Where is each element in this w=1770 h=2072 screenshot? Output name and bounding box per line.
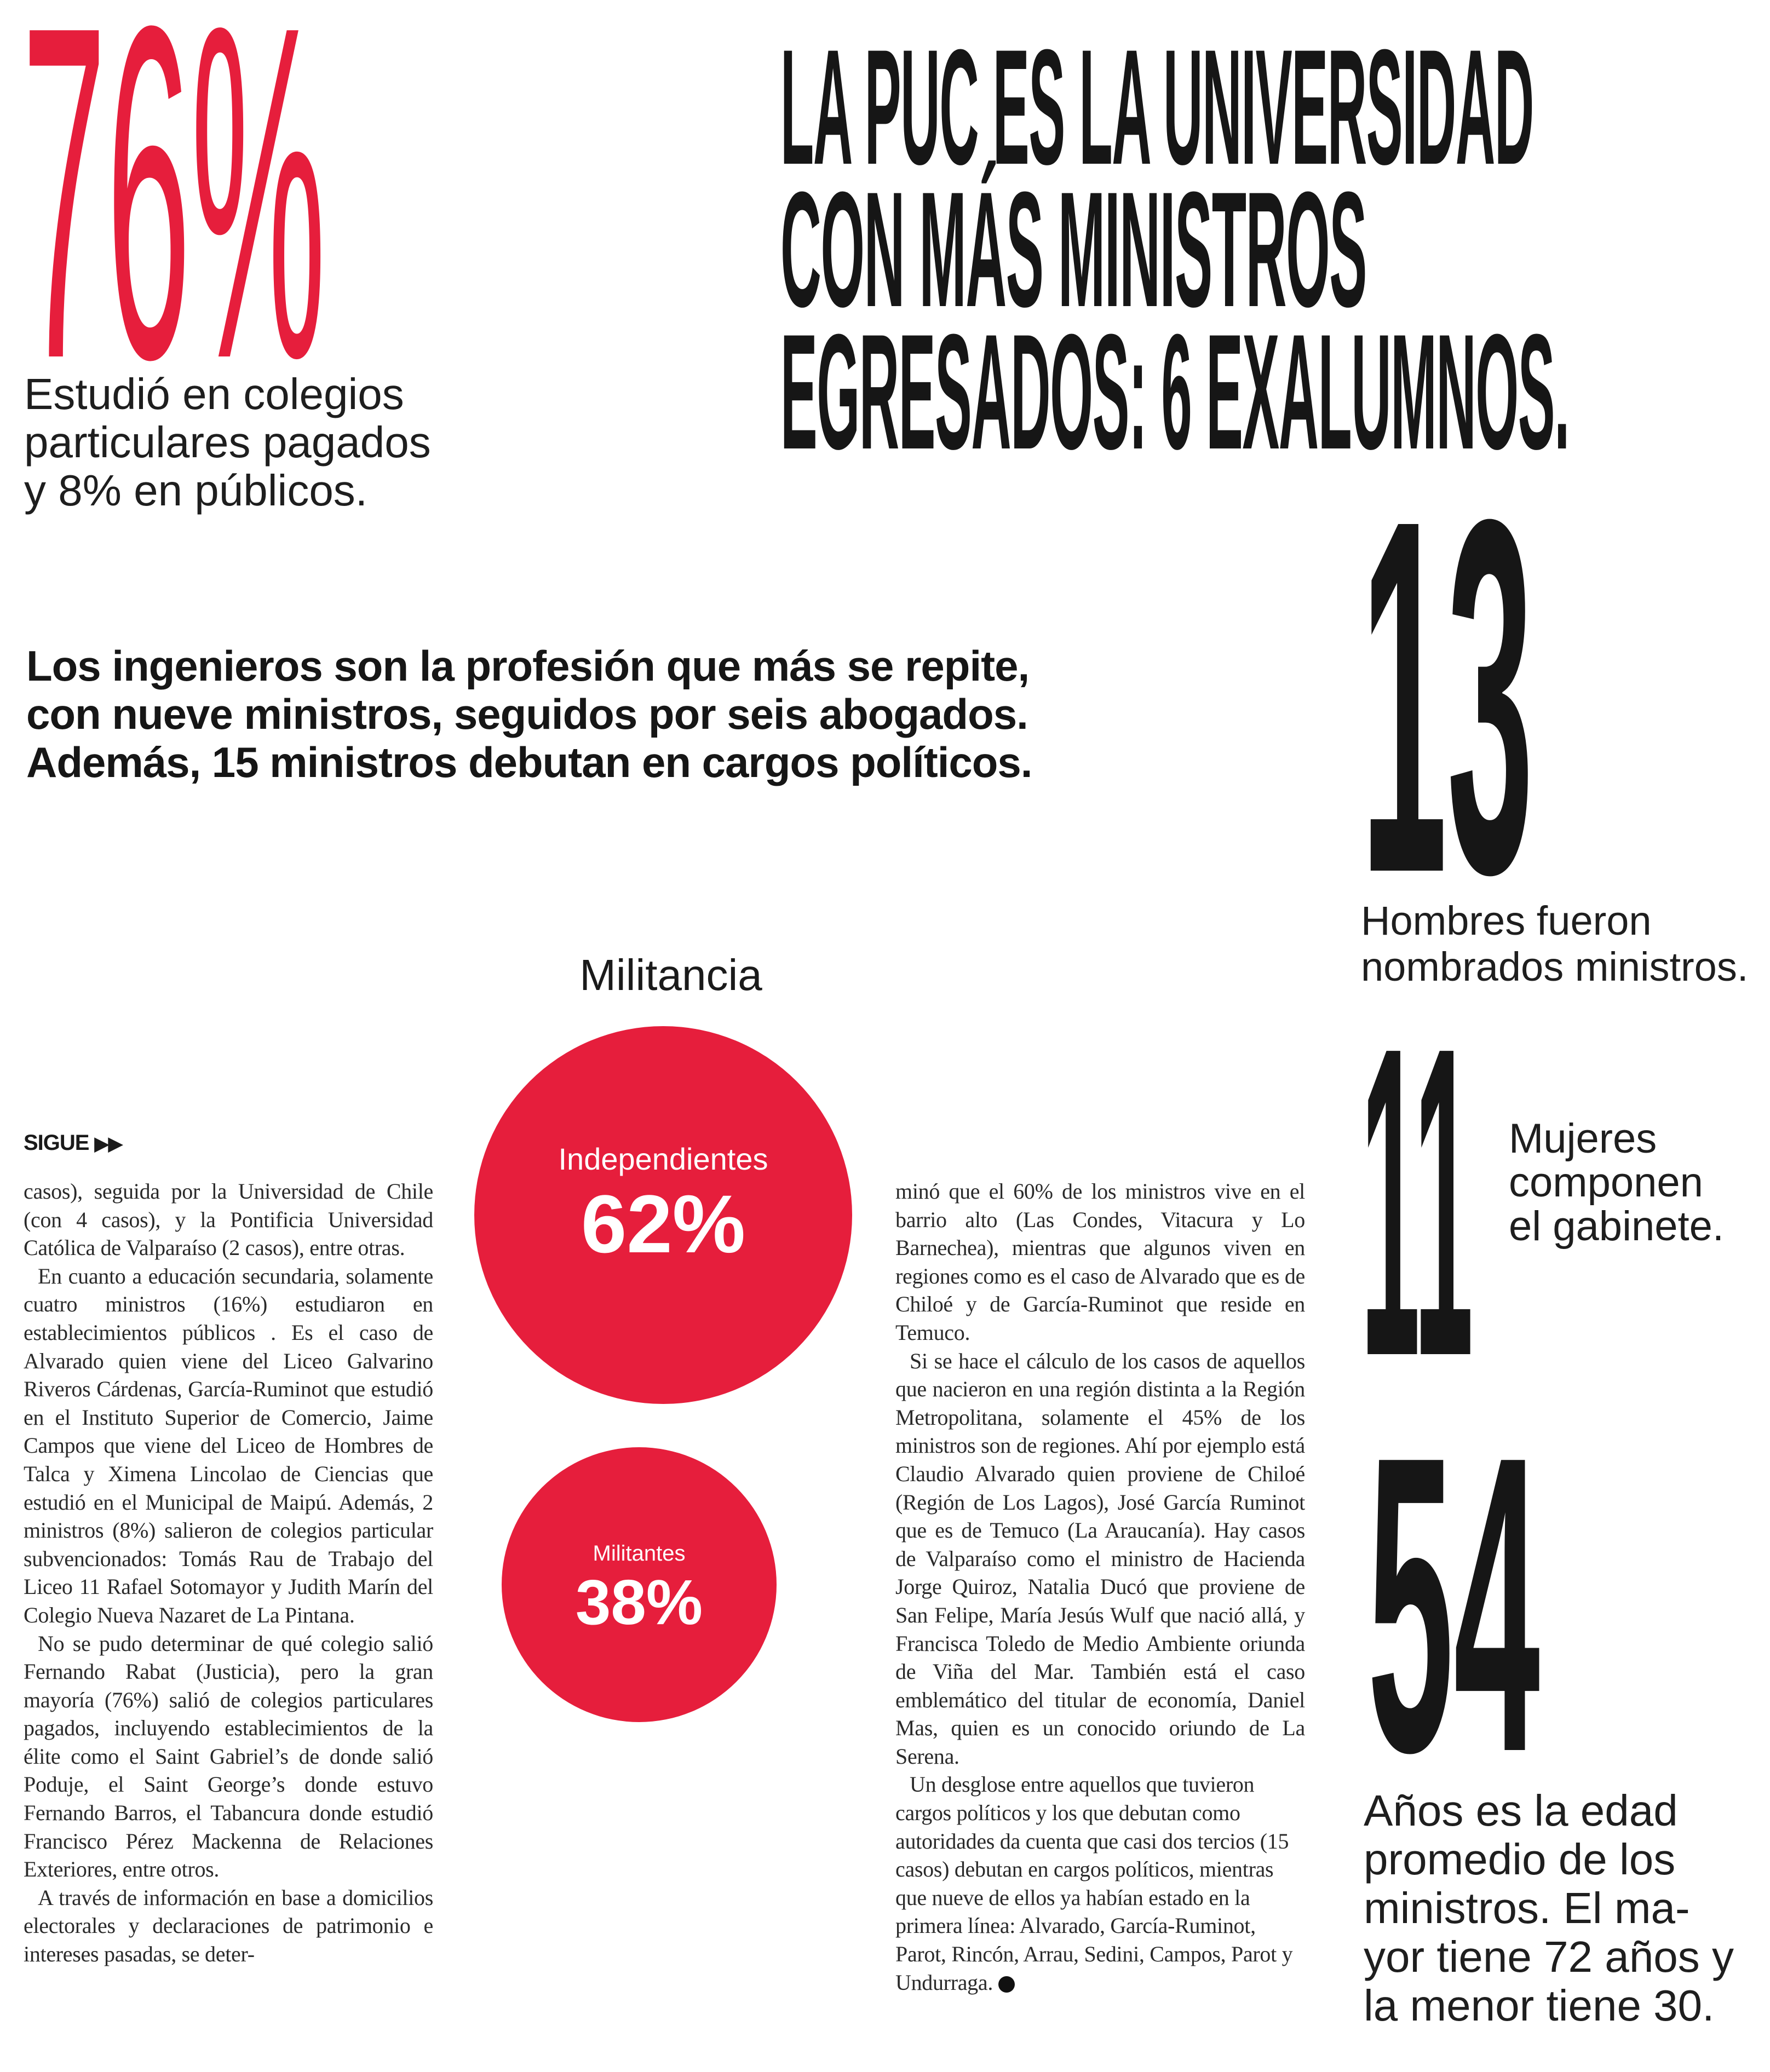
stat-schools-text: Estudió en colegios particulares pagados… xyxy=(24,370,431,515)
stat-age-value: 54 xyxy=(1367,1369,1540,1840)
sigue-marker: SIGUE ▶▶ xyxy=(24,1130,123,1157)
stat-age-line: ministros. El ma- xyxy=(1364,1884,1690,1932)
militantes-label: Militantes xyxy=(593,1541,686,1565)
stat-women-text: Mujeres componen el gabinete. xyxy=(1509,1117,1724,1248)
stat-age-value-wrap: 54 xyxy=(1367,1369,1770,1840)
article-right-column: minó que el 60% de los ministros vive en… xyxy=(895,1177,1305,1996)
sigue-label: SIGUE xyxy=(24,1131,89,1155)
stat-women-value: 11 xyxy=(1361,955,1473,1448)
militantes-circle: Militantes 38% xyxy=(502,1447,777,1722)
stat-age-text: Años es la edad promedio de los ministro… xyxy=(1364,1786,1734,2030)
headline-line: La PUC es la universidad xyxy=(780,15,1534,199)
stat-schools-value-wrap: 76% xyxy=(22,0,971,457)
stat-schools-value: 76% xyxy=(22,0,326,457)
stat-men-text: Hombres fueron nombrados ministros. xyxy=(1361,898,1748,990)
stat-men-value-wrap: 13 xyxy=(1361,415,1770,977)
stat-age-line: yor tiene 72 años y xyxy=(1364,1932,1734,1981)
article-paragraph: En cuanto a educación secundaria, solame… xyxy=(24,1263,433,1627)
stat-age-line: Años es la edad xyxy=(1364,1786,1678,1835)
stat-women-line: Mujeres xyxy=(1509,1115,1657,1162)
article-paragraph: Un desglose entre aquellos que tuvieron … xyxy=(895,1770,1305,1996)
stat-age-line: la menor tiene 30. xyxy=(1364,1981,1715,2030)
article-left-column: casos), seguida por la Universidad de Ch… xyxy=(24,1177,433,1969)
stat-schools-line: Estudió en colegios xyxy=(24,370,404,418)
article-paragraph: minó que el 60% de los ministros vive en… xyxy=(895,1179,1305,1345)
independientes-label: Independientes xyxy=(558,1142,768,1176)
article-paragraph: Si se hace el cálculo de los casos de aq… xyxy=(895,1348,1305,1769)
lead-line: con nueve ministros, seguidos por seis a… xyxy=(26,690,1028,738)
headline: La PUC es la universidad con más ministr… xyxy=(780,15,1770,484)
stat-women-value-wrap: 11 xyxy=(1361,955,1770,1448)
article-paragraph: casos), seguida por la Universidad de Ch… xyxy=(24,1179,433,1261)
stat-men-line: nombrados ministros. xyxy=(1361,944,1749,989)
stat-men-value: 13 xyxy=(1361,415,1533,977)
militantes-value: 38% xyxy=(575,1567,703,1638)
lead-paragraph: Los ingenieros son la profesión que más … xyxy=(26,642,1032,786)
stat-age-line: promedio de los xyxy=(1364,1835,1676,1884)
article-paragraph: No se pudo determinar de qué colegio sal… xyxy=(24,1631,433,1882)
stat-schools-line: particulares pagados xyxy=(24,418,431,467)
headline-line: con más ministros xyxy=(780,157,1367,341)
headline-line: egresados: 6 exalumnos. xyxy=(780,300,1570,484)
independientes-circle: Independientes 62% xyxy=(474,1026,852,1404)
stat-women-line: el gabinete. xyxy=(1509,1203,1724,1250)
article-last-text: Un desglose entre aquellos que tuvieron … xyxy=(895,1772,1293,1995)
militancia-title: Militancia xyxy=(579,951,762,999)
stat-men-line: Hombres fueron xyxy=(1361,898,1652,943)
lead-line: Los ingenieros son la profesión que más … xyxy=(26,642,1030,690)
stat-women-line: componen xyxy=(1509,1159,1703,1206)
end-bullet-icon xyxy=(998,1976,1015,1993)
article-paragraph: A través de información en base a domici… xyxy=(24,1885,433,1967)
double-play-arrow-icon: ▶▶ xyxy=(94,1133,123,1154)
lead-line: Además, 15 ministros debutan en cargos p… xyxy=(26,738,1032,786)
independientes-value: 62% xyxy=(581,1178,746,1270)
stat-schools-line: y 8% en públicos. xyxy=(24,466,368,515)
